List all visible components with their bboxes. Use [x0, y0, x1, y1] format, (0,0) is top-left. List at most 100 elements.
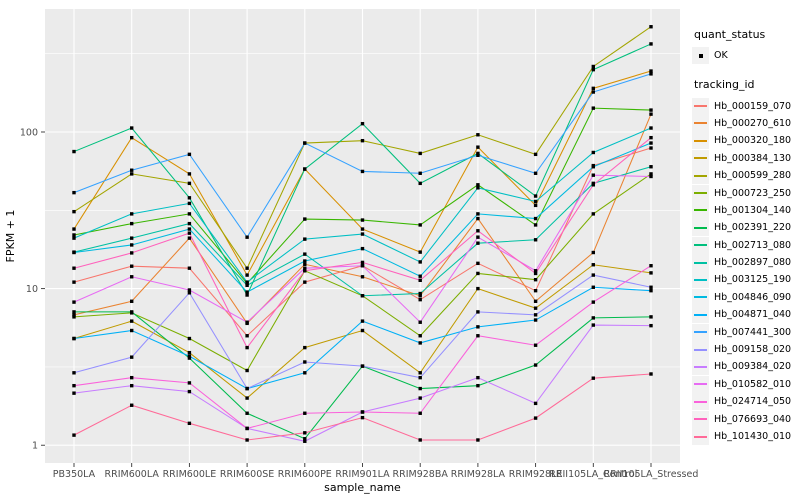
data-point-marker	[187, 236, 192, 240]
x-tick-label: PB350LA	[53, 469, 96, 480]
data-point-marker	[72, 336, 76, 341]
legend-item-Hb_000384_130[interactable]: Hb_000384_130	[692, 149, 798, 167]
data-point-marker	[130, 221, 134, 226]
data-point-marker	[245, 396, 249, 400]
data-point-marker	[130, 319, 134, 323]
legend-item-Hb_024714_050[interactable]: Hb_024714_050	[692, 393, 798, 411]
data-point-marker	[130, 299, 134, 303]
legend-item-Hb_000270_610[interactable]: Hb_000270_610	[692, 114, 798, 132]
data-point-marker	[187, 196, 192, 200]
legend-item-Hb_002391_220[interactable]: Hb_002391_220	[692, 219, 798, 237]
data-point-marker	[245, 290, 249, 294]
series-line-swatch-icon	[694, 400, 707, 403]
data-point-marker	[476, 286, 480, 291]
legend-key-box	[692, 271, 709, 289]
legend-key-box	[692, 236, 709, 254]
data-point-marker	[130, 212, 134, 216]
data-point-marker	[72, 209, 76, 214]
legend-item-Hb_002897_080[interactable]: Hb_002897_080	[692, 254, 798, 272]
data-point-marker	[303, 431, 307, 435]
data-point-marker	[130, 126, 134, 130]
y-tick-label: 1	[32, 441, 38, 452]
data-point-marker	[72, 250, 76, 255]
data-point-marker	[360, 410, 365, 414]
data-point-marker	[591, 90, 595, 94]
series-line-swatch-icon	[694, 365, 707, 368]
legend-item-label: Hb_076693_040	[714, 413, 792, 425]
legend: quant_status OK tracking_id Hb_000159_07…	[692, 28, 798, 459]
data-point-marker	[72, 233, 76, 237]
data-point-marker	[649, 315, 653, 319]
legend-item-Hb_004846_090[interactable]: Hb_004846_090	[692, 288, 798, 306]
data-point-marker	[418, 320, 422, 324]
data-point-marker	[245, 411, 249, 415]
series-line-swatch-icon	[694, 348, 707, 351]
data-point-marker	[187, 201, 192, 206]
data-point-marker	[476, 151, 480, 156]
data-point-marker	[476, 145, 480, 149]
data-point-marker	[533, 269, 538, 273]
y-axis-title: FPKM + 1	[4, 210, 17, 263]
series-line-swatch-icon	[694, 331, 707, 334]
data-point-marker	[130, 172, 134, 176]
data-point-marker	[649, 271, 653, 275]
legend-item-Hb_076693_040[interactable]: Hb_076693_040	[692, 410, 798, 428]
legend-title-tracking-id: tracking_id	[694, 78, 755, 92]
data-point-marker	[476, 310, 480, 314]
data-point-marker	[187, 172, 192, 176]
data-point-marker	[245, 438, 249, 442]
legend-item-Hb_000599_280[interactable]: Hb_000599_280	[692, 167, 798, 185]
data-point-marker	[303, 167, 307, 171]
legend-item-Hb_009384_020[interactable]: Hb_009384_020	[692, 358, 798, 376]
data-point-marker	[360, 260, 365, 265]
legend-quant-status-block: quant_status OK	[692, 28, 798, 65]
legend-key-box	[692, 428, 709, 445]
data-point-marker	[476, 261, 480, 266]
data-point-marker	[649, 69, 653, 73]
data-point-marker	[533, 318, 538, 322]
data-point-marker	[649, 108, 653, 112]
legend-item-Hb_007441_300[interactable]: Hb_007441_300	[692, 323, 798, 341]
data-point-marker	[303, 269, 307, 273]
series-line-swatch-icon	[694, 244, 707, 247]
legend-item-Hb_003125_190[interactable]: Hb_003125_190	[692, 271, 798, 289]
y-tick-label: 10	[26, 284, 38, 295]
legend-item-Hb_004871_040[interactable]: Hb_004871_040	[692, 306, 798, 324]
legend-item-label: Hb_002897_080	[714, 257, 792, 269]
legend-item-Hb_101430_010[interactable]: Hb_101430_010	[692, 428, 798, 445]
x-tick-label: RRIM901LA	[335, 469, 390, 480]
legend-item-Hb_000320_180[interactable]: Hb_000320_180	[692, 132, 798, 150]
legend-item-Hb_009158_020[interactable]: Hb_009158_020	[692, 341, 798, 359]
legend-item-Hb_002713_080[interactable]: Hb_002713_080	[692, 236, 798, 254]
data-point-marker	[591, 165, 595, 169]
data-point-marker	[418, 181, 422, 186]
data-point-marker	[649, 135, 653, 140]
legend-item-Hb_010582_010[interactable]: Hb_010582_010	[692, 375, 798, 393]
data-point-marker	[72, 433, 76, 437]
legend-key-box	[692, 254, 709, 272]
legend-item-label: Hb_001304_140	[714, 204, 792, 216]
data-point-marker	[591, 316, 595, 320]
data-point-marker	[591, 273, 595, 277]
data-point-marker	[649, 72, 653, 76]
legend-item-ok[interactable]: OK	[692, 47, 798, 65]
legend-item-Hb_000159_070[interactable]: Hb_000159_070	[692, 97, 798, 115]
ok-point-marker-icon	[698, 53, 703, 58]
data-point-marker	[187, 231, 192, 235]
data-point-marker	[245, 426, 249, 431]
legend-item-Hb_000723_250[interactable]: Hb_000723_250	[692, 184, 798, 202]
legend-key-box	[692, 47, 709, 65]
data-point-marker	[418, 297, 422, 302]
legend-item-label: Hb_009384_020	[714, 361, 792, 373]
data-point-marker	[72, 280, 76, 284]
data-point-marker	[72, 310, 76, 314]
legend-item-label: Hb_101430_010	[714, 431, 792, 442]
legend-item-Hb_001304_140[interactable]: Hb_001304_140	[692, 201, 798, 219]
data-point-marker	[130, 375, 134, 380]
data-point-marker	[591, 263, 595, 267]
data-point-marker	[533, 152, 538, 157]
data-point-marker	[591, 285, 595, 289]
data-point-marker	[303, 280, 307, 284]
data-point-marker	[418, 171, 422, 175]
data-point-marker	[187, 291, 192, 295]
